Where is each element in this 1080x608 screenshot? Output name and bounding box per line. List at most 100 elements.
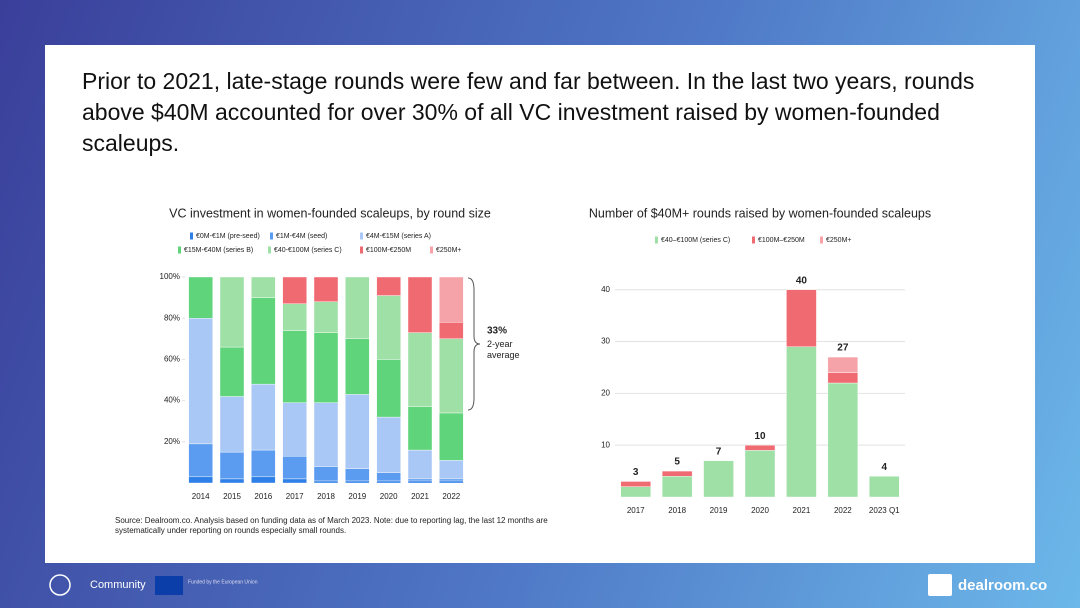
bar-segment — [439, 478, 464, 482]
y-tick-label: 20 — [601, 388, 610, 397]
legend-swatch — [268, 246, 271, 254]
bar-segment — [188, 476, 213, 484]
bar-segment — [407, 276, 433, 333]
bar-segment — [345, 468, 370, 482]
bar-segment — [439, 322, 464, 340]
bar-segment — [439, 412, 464, 461]
y-tick-label: 40% — [164, 396, 180, 405]
x-tick-label: 2016 — [254, 492, 272, 501]
bar-segment — [376, 472, 401, 482]
brand-logo — [928, 574, 952, 596]
legend-label: €40-€100M (series C) — [274, 247, 342, 254]
y-tick-label: 100% — [160, 272, 180, 281]
bracket — [467, 277, 481, 411]
total-label: 4 — [882, 462, 888, 473]
bar-segment — [251, 383, 276, 451]
bar-segment — [345, 338, 370, 395]
legend-label: €40–€100M (series C) — [661, 237, 730, 244]
bar-segment — [282, 330, 307, 403]
bar-segment — [251, 297, 276, 385]
chart-title: VC investment in women-founded scaleups,… — [169, 206, 491, 220]
total-label: 7 — [716, 446, 722, 457]
bar-segment — [251, 449, 276, 478]
bar-segment — [219, 396, 245, 453]
legend-label: €250M+ — [826, 237, 852, 244]
legend-swatch — [178, 246, 181, 254]
total-label: 3 — [633, 467, 639, 478]
x-tick-label: 2021 — [793, 506, 811, 515]
x-tick-label: 2019 — [348, 492, 366, 501]
bar-segment — [439, 338, 464, 414]
bar-segment — [827, 372, 859, 384]
bar-segment — [345, 480, 370, 484]
legend-label: €100M–€250M — [758, 237, 805, 244]
bar-segment — [219, 451, 245, 480]
total-label: 10 — [754, 431, 766, 442]
x-tick-label: 2017 — [286, 492, 304, 501]
bar-segment — [251, 276, 276, 298]
total-label: 27 — [837, 343, 849, 354]
y-tick-label: 10 — [601, 440, 610, 449]
bar-segment — [282, 303, 307, 331]
bar-segment — [313, 276, 339, 302]
legend-label: €15M-€40M (series B) — [184, 247, 253, 254]
x-tick-label: 2018 — [317, 492, 335, 501]
legend-swatch — [430, 246, 433, 254]
bar-segment — [620, 486, 651, 498]
x-tick-label: 2014 — [192, 492, 210, 501]
bar-segment — [188, 318, 213, 445]
legend-label: €250M+ — [436, 247, 462, 254]
y-tick-label: 60% — [164, 355, 180, 364]
total-label: 5 — [674, 457, 680, 468]
bar-segment — [407, 332, 433, 407]
bar-segment — [661, 476, 693, 498]
bar-segment — [219, 276, 245, 348]
bar-segment — [407, 406, 433, 451]
bar-segment — [439, 276, 464, 323]
bar-segment — [661, 470, 693, 477]
x-tick-label: 2018 — [668, 506, 686, 515]
bar-segment — [251, 476, 276, 484]
legend-swatch — [190, 232, 193, 240]
bar-segment — [620, 481, 651, 487]
bar-segment — [282, 276, 307, 304]
x-tick-label: 2020 — [380, 492, 398, 501]
chart-title: Number of $40M+ rounds raised by women-f… — [589, 206, 931, 220]
y-tick-label: 40 — [601, 285, 610, 294]
bar-segment — [376, 295, 401, 360]
bar-segment — [188, 443, 213, 478]
bar-segment — [345, 394, 370, 469]
legend-swatch — [270, 232, 273, 240]
bar-segment — [407, 480, 433, 484]
x-tick-label: 2017 — [627, 506, 645, 515]
bar-segment — [744, 444, 776, 451]
bar-segment — [439, 460, 464, 480]
annotation-text: 2-year average — [487, 339, 520, 360]
bar-segment — [313, 480, 339, 484]
bar-segment — [376, 359, 401, 418]
bar-segment — [407, 449, 433, 480]
source-note: Source: Dealroom.co. Analysis based on f… — [115, 516, 548, 535]
bar-segment — [376, 276, 401, 296]
total-label: 40 — [796, 275, 808, 286]
eu-label: Funded by the European Union — [188, 579, 258, 585]
bar-segment — [744, 450, 776, 498]
x-tick-label: 2022 — [442, 492, 460, 501]
eu-flag — [155, 576, 183, 595]
bar-segment — [219, 346, 245, 397]
legend-label: €4M-€15M (series A) — [366, 233, 431, 240]
legend-swatch — [655, 236, 658, 244]
x-tick-label: 2023 Q1 — [869, 506, 900, 515]
y-tick-label: 80% — [164, 313, 180, 322]
annotation-value: 33% — [487, 326, 507, 337]
bar-segment — [219, 478, 245, 484]
bar-segment — [827, 356, 859, 373]
bar-segment — [376, 480, 401, 484]
legend-label: €1M-€4M (seed) — [276, 233, 327, 240]
legend-label: €0M-€1M (pre-seed) — [196, 233, 260, 240]
x-tick-label: 2019 — [710, 506, 728, 515]
eit-logo — [49, 574, 71, 596]
bar-segment — [313, 466, 339, 482]
